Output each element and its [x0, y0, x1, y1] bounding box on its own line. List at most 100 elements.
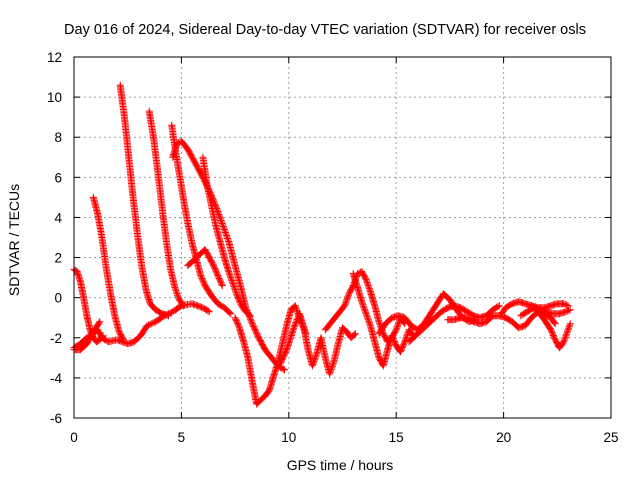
- data-point-marker: [565, 323, 573, 331]
- data-point-marker: [250, 323, 258, 330]
- data-point-marker: [210, 263, 218, 271]
- data-point-marker: [375, 318, 383, 326]
- data-point-marker: [246, 312, 254, 320]
- data-point-marker: [561, 335, 569, 343]
- data-point-marker: [393, 324, 401, 332]
- data-point-marker: [218, 282, 226, 290]
- data-point-marker: [119, 336, 127, 344]
- data-point-marker: [364, 314, 372, 322]
- data-point-marker: [566, 320, 574, 328]
- data-point-marker: [389, 335, 397, 343]
- data-point-marker: [563, 301, 571, 309]
- data-point-marker: [95, 319, 103, 327]
- data-point-marker: [218, 280, 226, 288]
- y-tick-label: -4: [50, 371, 62, 386]
- data-point-marker: [550, 319, 558, 326]
- data-point-marker: [398, 345, 406, 353]
- data-point-marker: [233, 318, 241, 326]
- data-point-marker: [226, 271, 234, 279]
- data-point-marker: [494, 303, 502, 310]
- data-point-marker: [341, 302, 349, 310]
- data-point-marker: [224, 236, 232, 244]
- data-point-marker: [397, 346, 405, 354]
- data-point-marker: [234, 293, 242, 301]
- data-point-marker: [359, 302, 367, 310]
- series-arc-14: [349, 270, 417, 370]
- data-point-marker: [292, 305, 300, 313]
- data-point-marker: [564, 302, 572, 310]
- data-point-marker: [172, 287, 180, 295]
- data-point-marker: [365, 317, 373, 325]
- data-point-marker: [394, 320, 402, 328]
- y-tick-label: -2: [50, 331, 62, 346]
- data-point-marker: [389, 333, 396, 341]
- data-point-marker: [143, 322, 151, 330]
- data-point-marker: [290, 324, 298, 332]
- series-arc-15: [375, 290, 480, 338]
- grid-lines: [74, 57, 611, 418]
- data-point-marker: [220, 224, 228, 232]
- data-point-marker: [216, 277, 224, 285]
- data-point-marker: [232, 317, 240, 325]
- data-point-marker: [247, 317, 255, 325]
- data-point-marker: [311, 354, 319, 362]
- data-point-marker: [281, 366, 288, 374]
- series-arc-20: [517, 304, 574, 320]
- data-point-marker: [350, 331, 358, 339]
- x-tick-label: 20: [496, 430, 511, 445]
- series-arc-6: [145, 107, 187, 310]
- plot-frame: [73, 56, 612, 419]
- y-tick-label: 12: [47, 50, 62, 65]
- data-point-marker: [290, 323, 298, 331]
- data-point-marker: [358, 298, 366, 306]
- data-point-marker: [327, 365, 335, 373]
- data-point-marker: [234, 321, 242, 329]
- data-point-marker: [551, 320, 559, 328]
- data-point-marker: [226, 309, 234, 317]
- y-axis-ticks: -6 -4 -2 0 2 4 6 8 10 12: [47, 50, 611, 426]
- data-point-marker: [173, 139, 181, 147]
- data-points: [70, 81, 574, 408]
- data-point-marker: [217, 217, 225, 224]
- data-point-marker: [349, 283, 356, 291]
- data-point-marker: [365, 283, 373, 291]
- data-point-marker: [548, 329, 556, 337]
- data-point-marker: [235, 322, 243, 330]
- data-point-marker: [212, 267, 220, 275]
- data-point-marker: [564, 326, 572, 334]
- y-tick-label: 2: [54, 251, 62, 266]
- data-point-marker: [236, 297, 244, 305]
- data-point-marker: [213, 269, 221, 277]
- data-point-marker: [221, 229, 229, 236]
- data-point-marker: [231, 314, 239, 322]
- data-point-marker: [562, 330, 570, 338]
- data-point-marker: [291, 320, 299, 328]
- data-point-marker: [96, 318, 104, 326]
- data-point-marker: [326, 368, 334, 376]
- data-point-marker: [289, 326, 297, 334]
- data-point-marker: [364, 280, 372, 288]
- data-point-marker: [403, 332, 411, 340]
- data-point-marker: [236, 299, 244, 307]
- data-point-marker: [390, 338, 398, 345]
- data-point-marker: [119, 334, 127, 342]
- data-point-marker: [249, 321, 257, 329]
- series-arc-8: [169, 137, 288, 374]
- x-tick-label: 15: [389, 430, 404, 445]
- y-tick-label: -6: [50, 411, 62, 426]
- series-arc-12: [276, 310, 359, 378]
- series-arc-13: [321, 268, 409, 346]
- data-point-marker: [362, 276, 370, 284]
- data-point-marker: [279, 365, 287, 373]
- y-axis-label: SDTVAR / TECUs: [6, 184, 22, 296]
- series-arc-16: [405, 302, 503, 346]
- data-point-marker: [227, 310, 235, 318]
- data-point-marker: [550, 333, 558, 341]
- data-point-marker: [566, 306, 574, 314]
- data-point-marker: [560, 338, 568, 346]
- data-point-marker: [230, 283, 238, 291]
- series-arc-10: [199, 153, 254, 320]
- data-point-marker: [351, 330, 359, 338]
- data-point-marker: [549, 332, 557, 339]
- x-tick-label: 10: [281, 430, 296, 445]
